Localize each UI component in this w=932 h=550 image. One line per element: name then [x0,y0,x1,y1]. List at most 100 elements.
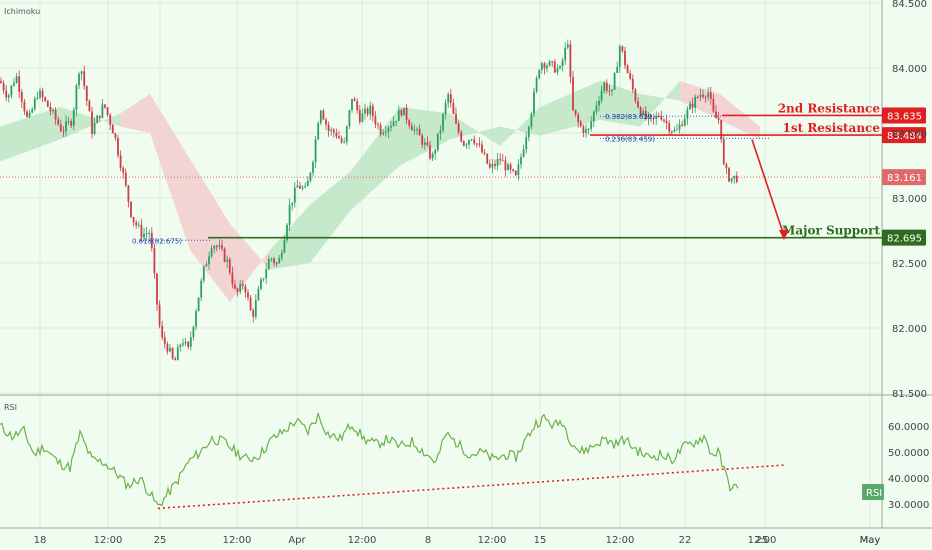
candle-bull [239,283,242,293]
candle-bull [312,161,314,173]
cloud-segment-bull [600,81,640,127]
candle-bull [413,129,416,131]
rsi-trendline[interactable] [157,464,786,510]
rsi-line [0,412,739,507]
current-price-tag: 83.161 [887,173,922,184]
candle-bear [626,65,629,74]
candle-bull [522,149,525,157]
candle-bear [704,96,707,98]
candle-bull [559,66,561,69]
price-tag-resistance: 83.484 [887,131,922,142]
candle-bull [566,44,569,48]
candle-bear [624,50,626,66]
candle-bull [39,90,41,98]
candle-bear [46,100,49,107]
rsi-tag-bg [862,484,884,500]
fib-label: 0.382(83.629) [605,113,655,121]
candle-bear [377,124,379,126]
candle-bull [72,109,75,126]
candle-bear [49,106,52,112]
candle-bear [408,120,411,126]
time-tick: 25 [756,535,769,546]
key-levels: 2nd Resistance 83.635 1st Resistance 83.484… [208,101,926,246]
candle-bull [733,175,736,179]
candle-bear [366,108,369,115]
rsi-tick: 60.0000 [888,422,929,433]
candle-bear [512,169,515,171]
candle-bear [44,97,47,101]
candle-bull [683,118,686,126]
candle-bull [686,109,689,119]
arrow-head [779,230,789,240]
candle-bear [374,116,377,125]
time-tick: Apr [288,535,306,546]
candle-bear [117,138,119,156]
candle-bull [392,121,395,126]
candle-bear [709,92,712,100]
candle-bull [148,232,151,234]
grid [0,0,882,528]
candle-bear [18,76,21,93]
candle-bear [725,164,728,169]
cloud-segment-bull [60,107,120,140]
candle-bull [192,326,195,338]
candle-bull [642,110,645,116]
candle-bear [41,90,44,98]
candle-bull [655,115,658,119]
candle-bull [390,125,392,128]
candle-bear [665,120,668,124]
time-tick: 12:00 [94,535,123,546]
candle-bear [249,297,252,311]
candle-bear [174,358,177,361]
candle-bear [104,104,106,108]
candle-bull [179,344,182,348]
price-tick: 83.000 [892,194,927,205]
candle-bull [314,139,317,162]
rsi-tick: 30.0000 [888,500,929,511]
candle-bear [582,126,585,134]
candle-bear [327,124,330,132]
candle-bull [343,141,346,143]
price-tag-support: 82.695 [887,234,922,245]
candle-bear [735,175,738,183]
candle-bull [611,89,613,91]
candle-bear [244,286,247,293]
candle-bull [707,92,710,98]
time-tick: May [860,535,881,546]
current-price-tag-bg [882,169,926,186]
candle-bull [676,129,678,131]
candle-bear [631,78,634,90]
ichimoku-cloud [0,81,760,302]
candle-bear [132,217,135,223]
candle-bull [200,280,203,298]
candle-bull [96,115,99,124]
candle-bear [577,114,580,122]
candle-bear [358,110,361,122]
candle-bear [639,107,642,116]
cloud-segment-bear [720,94,760,140]
candle-bear [124,172,127,186]
candle-bear [335,132,338,137]
candle-bear [481,144,483,153]
candle-bull [7,95,10,98]
candle-bull [283,239,286,253]
candle-bull [348,109,351,127]
time-axis: 18 12:00 25 12:00 Apr 12:00 8 12:00 15 12:00 22 12:… [34,535,881,546]
candle-bear [70,120,73,126]
candle-bull [600,90,603,101]
candle-bear [26,111,28,117]
candle-bull [447,94,450,103]
price-tag-bg [882,127,926,144]
candle-bear [127,185,130,202]
candle-bear [23,101,26,112]
price-tick: 82.500 [892,259,927,270]
candle-bear [722,139,725,165]
candle-bear [234,284,236,289]
candle-bear [187,341,190,347]
candle-bull [564,47,567,61]
candle-bear [691,103,694,108]
candle-bull [540,63,543,70]
candle-bear [572,77,574,110]
